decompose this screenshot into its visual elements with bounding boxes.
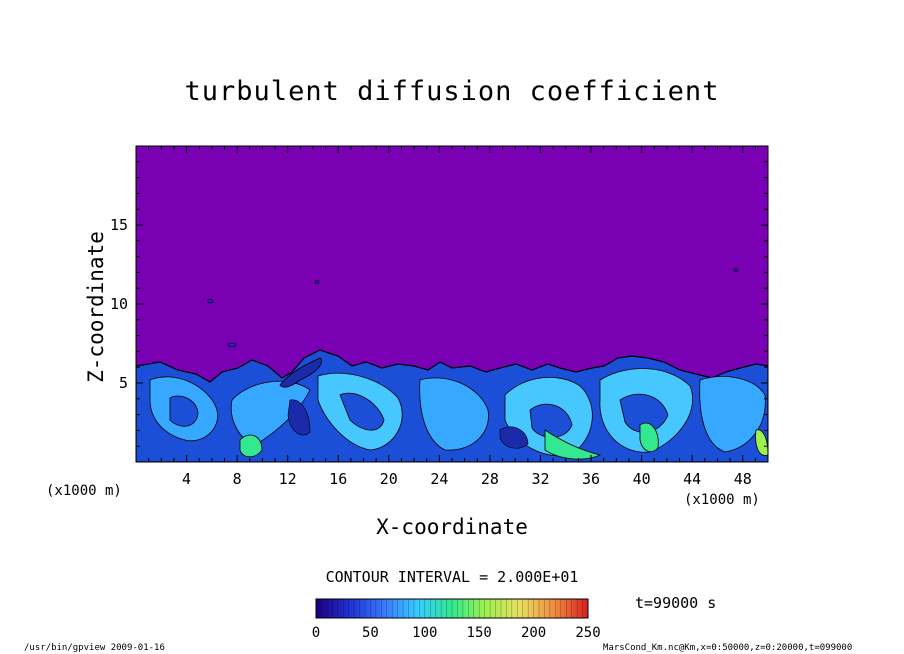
footer-left: /usr/bin/gpview 2009-01-16 xyxy=(24,643,165,653)
x-tick-label: 16 xyxy=(329,470,347,488)
x-tick-label: 12 xyxy=(279,470,297,488)
y-tick-label: 15 xyxy=(110,216,128,234)
hotspot-4 xyxy=(755,429,768,456)
eddy-6 xyxy=(599,368,693,453)
footer-right: MarsCond_Km.nc@Km,x=0:50000,z=0:20000,t=… xyxy=(603,643,853,653)
y-axis-label: Z-coordinate xyxy=(84,231,108,383)
hotspot-3 xyxy=(639,422,659,453)
eddy-3 xyxy=(317,372,403,451)
x-tick-label: 48 xyxy=(734,470,752,488)
eddy-4 xyxy=(419,377,489,451)
x-tick-label: 8 xyxy=(233,470,242,488)
x-tick-label: 20 xyxy=(380,470,398,488)
colorbar-tick-label: 200 xyxy=(521,625,546,641)
chart-title: turbulent diffusion coefficient xyxy=(184,76,720,107)
blob-5 xyxy=(279,357,322,388)
x-axis-label: X-coordinate xyxy=(376,515,528,539)
colorbar-tick-label: 50 xyxy=(362,625,379,641)
core-1 xyxy=(287,399,311,436)
colorbar-tick-label: 0 xyxy=(312,625,320,641)
x-tick-label: 44 xyxy=(683,470,701,488)
x-unit-label-right: (x1000 m) xyxy=(684,492,760,508)
blob-2 xyxy=(227,342,237,348)
x-tick-label: 36 xyxy=(582,470,600,488)
core-2 xyxy=(499,426,529,449)
hotspot-2 xyxy=(544,429,602,460)
colorbar-tick-label: 250 xyxy=(575,625,600,641)
y-tick-label: 10 xyxy=(110,295,128,313)
blob-1 xyxy=(206,298,214,304)
blob-4 xyxy=(733,268,739,272)
x-tick-label: 24 xyxy=(430,470,448,488)
hotspot-1 xyxy=(239,434,263,458)
x-tick-label: 4 xyxy=(182,470,191,488)
y-tick-label: 5 xyxy=(119,374,128,392)
eddy-1 xyxy=(149,376,218,442)
eddy-7 xyxy=(699,376,766,453)
x-tick-label: 32 xyxy=(531,470,549,488)
colorbar-tick-label: 150 xyxy=(467,625,492,641)
colorbar-stripes xyxy=(321,599,583,618)
x-unit-label-left: (x1000 m) xyxy=(46,483,122,499)
colorbar-tick-label: 100 xyxy=(412,625,437,641)
x-axis-ticks: 4 8 12 16 20 24 28 32 36 40 44 48 xyxy=(148,146,756,488)
x-tick-label: 40 xyxy=(633,470,651,488)
time-label: t=99000 s xyxy=(635,594,717,612)
x-tick-label: 28 xyxy=(481,470,499,488)
contour-interval-label: CONTOUR INTERVAL = 2.000E+01 xyxy=(325,568,579,586)
colorbar-ticks: 0 50 100 150 200 250 xyxy=(312,625,601,641)
blob-3 xyxy=(314,280,320,284)
y-axis-ticks: 5 10 15 xyxy=(110,161,768,447)
